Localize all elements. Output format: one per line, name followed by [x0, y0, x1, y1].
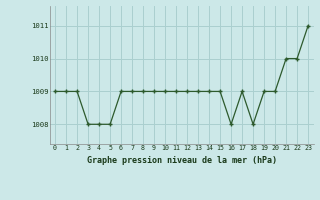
- X-axis label: Graphe pression niveau de la mer (hPa): Graphe pression niveau de la mer (hPa): [87, 156, 276, 165]
